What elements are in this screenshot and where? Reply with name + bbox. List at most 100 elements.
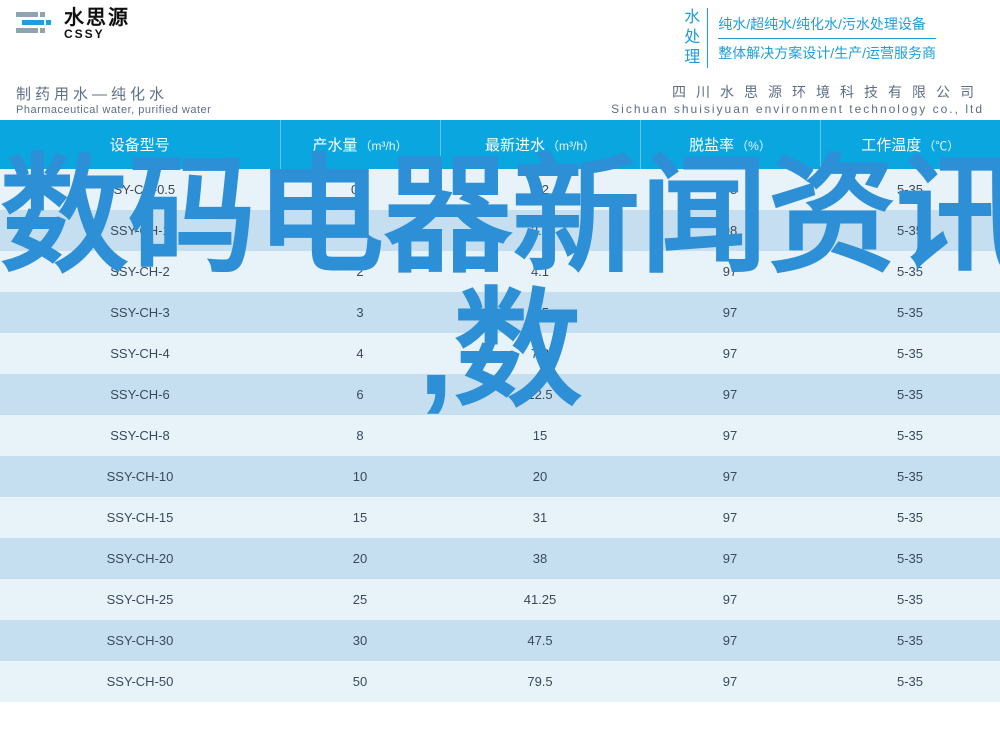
col-label: 工作温度 xyxy=(861,137,921,154)
table-cell: 98 xyxy=(640,169,820,210)
logo-block: 水思源 CSSY xyxy=(16,8,130,40)
table-cell: 5-35 xyxy=(820,374,1000,415)
table-cell: SSY-CH-30 xyxy=(0,620,280,661)
col-header: 脱盐率（%） xyxy=(640,120,820,169)
col-header: 设备型号 xyxy=(0,120,280,169)
table-cell: SSY-CH-4 xyxy=(0,333,280,374)
table-cell: SSY-CH-8 xyxy=(0,415,280,456)
col-unit: （℃） xyxy=(923,139,959,153)
table-cell: 10 xyxy=(280,456,440,497)
table-cell: 38 xyxy=(440,538,640,579)
header-right-vertical: 水处理 xyxy=(671,8,708,68)
table-cell: 5-35 xyxy=(820,497,1000,538)
table-cell: SSY-CH-3 xyxy=(0,292,280,333)
table-cell: 5-35 xyxy=(820,415,1000,456)
table-cell: SSY-CH-2 xyxy=(0,251,280,292)
header-right-lines: 纯水/超纯水/纯化水/污水处理设备 整体解决方案设计/生产/运营服务商 xyxy=(708,8,936,68)
table-head: 设备型号产水量（m³/h）最新进水（m³/h）脱盐率（%）工作温度（℃） xyxy=(0,120,1000,169)
table-cell: 5-35 xyxy=(820,579,1000,620)
col-label: 设备型号 xyxy=(110,137,170,154)
page-header: 水思源 CSSY 水处理 纯水/超纯水/纯化水/污水处理设备 整体解决方案设计/… xyxy=(0,0,1000,72)
header-right-line1: 纯水/超纯水/纯化水/污水处理设备 xyxy=(718,14,936,34)
table-cell: 20 xyxy=(440,456,640,497)
table-cell: 2 xyxy=(280,251,440,292)
subheader-right-en: Sichuan shuisiyuan environment technolog… xyxy=(611,102,984,116)
table-cell: 1 xyxy=(280,210,440,251)
table-cell: 41.25 xyxy=(440,579,640,620)
table-row: SSY-CH-8815975-35 xyxy=(0,415,1000,456)
subheader-left-en: Pharmaceutical water, purified water xyxy=(16,104,211,116)
table-cell: 8 xyxy=(280,415,440,456)
table-cell: 25 xyxy=(280,579,440,620)
table-cell: 4 xyxy=(280,333,440,374)
table-cell: 5-35 xyxy=(820,661,1000,702)
table-row: SSY-CH-224.1975-35 xyxy=(0,251,1000,292)
table-row: SSY-CH-151531975-35 xyxy=(0,497,1000,538)
table-cell: 31 xyxy=(440,497,640,538)
table-cell: 97 xyxy=(640,579,820,620)
col-header: 产水量（m³/h） xyxy=(280,120,440,169)
col-unit: （m³/h） xyxy=(547,139,595,153)
logo-text: 水思源 CSSY xyxy=(64,8,130,40)
table-row: SSY-CH-336.5975-35 xyxy=(0,292,1000,333)
subheader-left-cn: 制药用水—纯化水 xyxy=(16,83,211,104)
table-cell: 20 xyxy=(280,538,440,579)
table-cell: 0.5 xyxy=(280,169,440,210)
table-row: SSY-CH-6612.5975-35 xyxy=(0,374,1000,415)
table-header-row: 设备型号产水量（m³/h）最新进水（m³/h）脱盐率（%）工作温度（℃） xyxy=(0,120,1000,169)
table-cell: 2.2 xyxy=(440,169,640,210)
table-cell: 5-35 xyxy=(820,251,1000,292)
logo-en: CSSY xyxy=(64,28,130,40)
subheader-right: 四川水思源环境科技有限公司 Sichuan shuisiyuan environ… xyxy=(611,82,984,116)
table-cell: 5-35 xyxy=(820,169,1000,210)
table-cell: SSY-CH-20 xyxy=(0,538,280,579)
table-cell: 15 xyxy=(280,497,440,538)
col-unit: （m³/h） xyxy=(360,139,408,153)
table-cell: 97 xyxy=(640,415,820,456)
spec-table: 设备型号产水量（m³/h）最新进水（m³/h）脱盐率（%）工作温度（℃） SSY… xyxy=(0,120,1000,702)
table-cell: 47.5 xyxy=(440,620,640,661)
table-cell: SSY-CH-1 xyxy=(0,210,280,251)
table-cell: 97 xyxy=(640,456,820,497)
table-cell: 5-35 xyxy=(820,333,1000,374)
table-cell: 5-35 xyxy=(820,620,1000,661)
table-cell: SSY-CH-10 xyxy=(0,456,280,497)
table-row: SSY-CH-101020975-35 xyxy=(0,456,1000,497)
table-row: SSY-CH-252541.25975-35 xyxy=(0,579,1000,620)
table-row: SSY-CH-303047.5975-35 xyxy=(0,620,1000,661)
table-row: SSY-CH-202038975-35 xyxy=(0,538,1000,579)
logo-icon xyxy=(16,8,56,40)
table-cell: 5-35 xyxy=(820,292,1000,333)
table-cell: 15 xyxy=(440,415,640,456)
table-cell: 4.1 xyxy=(440,251,640,292)
subheader-right-cn: 四川水思源环境科技有限公司 xyxy=(672,82,984,102)
table-cell: 50 xyxy=(280,661,440,702)
table-cell: 97 xyxy=(640,497,820,538)
table-cell: 97 xyxy=(640,661,820,702)
col-label: 产水量 xyxy=(312,137,357,154)
logo-cn: 水思源 xyxy=(64,8,130,28)
table-cell: 97 xyxy=(640,292,820,333)
table-body: SSY-CH-0.50.52.2985-35SSY-CH-112.8985-35… xyxy=(0,169,1000,702)
table-cell: 12.5 xyxy=(440,374,640,415)
table-cell: 6.5 xyxy=(440,292,640,333)
subheader: 制药用水—纯化水 Pharmaceutical water, purified … xyxy=(0,72,1000,120)
table-cell: 97 xyxy=(640,374,820,415)
table-row: SSY-CH-0.50.52.2985-35 xyxy=(0,169,1000,210)
table-cell: 2.8 xyxy=(440,210,640,251)
table-cell: 6 xyxy=(280,374,440,415)
table-cell: 5-35 xyxy=(820,210,1000,251)
table-cell: 7.8 xyxy=(440,333,640,374)
table-cell: 3 xyxy=(280,292,440,333)
table-cell: 5-35 xyxy=(820,456,1000,497)
col-unit: （%） xyxy=(736,139,771,153)
table-cell: 97 xyxy=(640,333,820,374)
table-cell: SSY-CH-15 xyxy=(0,497,280,538)
col-header: 最新进水（m³/h） xyxy=(440,120,640,169)
table-cell: SSY-CH-0.5 xyxy=(0,169,280,210)
table-cell: 79.5 xyxy=(440,661,640,702)
table-cell: 5-35 xyxy=(820,538,1000,579)
table-cell: 97 xyxy=(640,251,820,292)
table-cell: 97 xyxy=(640,538,820,579)
table-cell: 98 xyxy=(640,210,820,251)
